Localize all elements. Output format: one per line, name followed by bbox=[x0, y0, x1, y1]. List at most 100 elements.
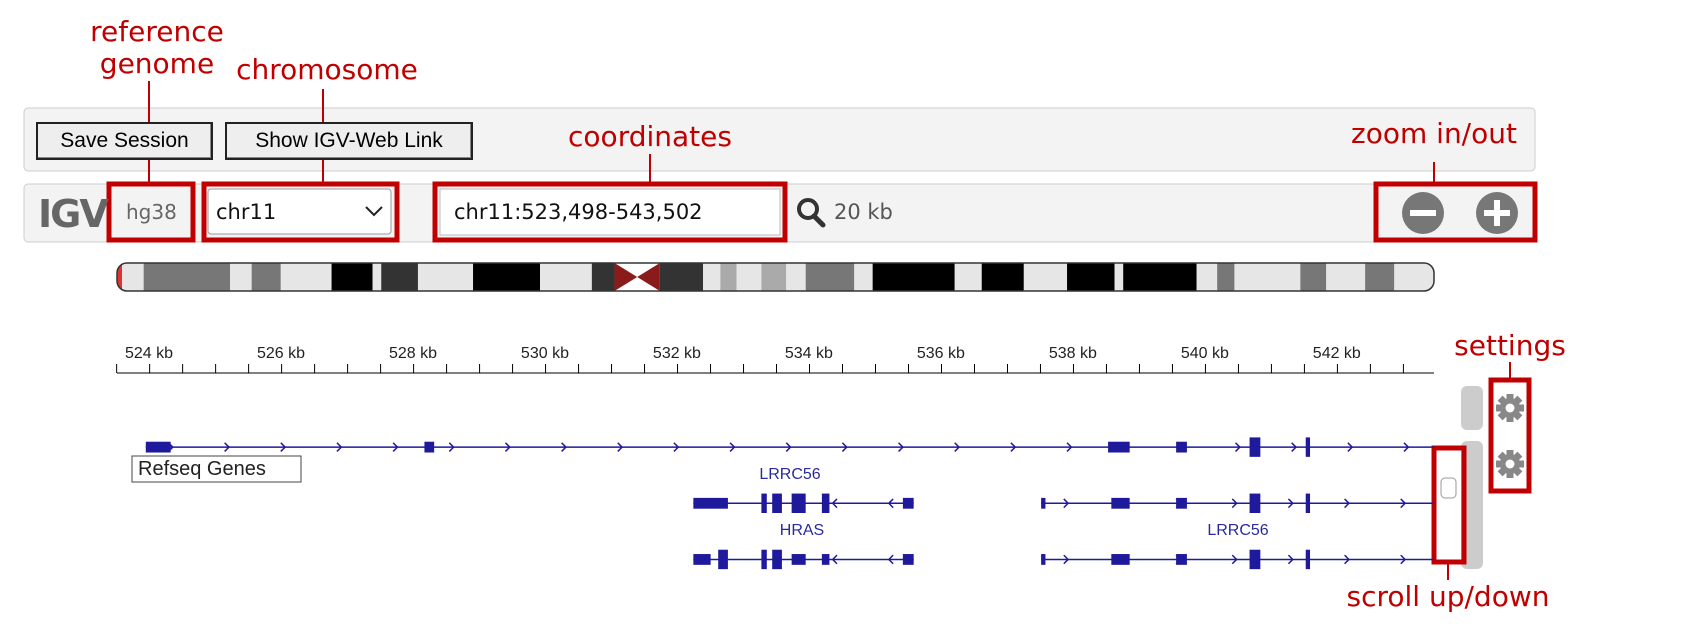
ruler-label: 542 kb bbox=[1312, 345, 1361, 362]
annotation: settings bbox=[1454, 329, 1566, 362]
gene-label: HRAS bbox=[779, 522, 825, 539]
exon bbox=[1249, 437, 1261, 457]
strand-arrow bbox=[1291, 442, 1298, 452]
band bbox=[659, 263, 704, 291]
exon bbox=[821, 554, 830, 565]
band bbox=[540, 263, 592, 291]
annotation: zoom in/out bbox=[1351, 117, 1517, 150]
search-icon[interactable] bbox=[797, 198, 819, 220]
band bbox=[954, 263, 982, 291]
ruler-label: 530 kb bbox=[520, 345, 569, 362]
strand-arrow bbox=[954, 442, 961, 452]
exon bbox=[902, 554, 914, 565]
strand-arrow bbox=[1403, 442, 1410, 452]
strand-arrow bbox=[224, 442, 231, 452]
annotation-boxes bbox=[106, 81, 1538, 580]
locus-input[interactable] bbox=[439, 188, 781, 236]
band bbox=[1217, 263, 1235, 291]
exon bbox=[1249, 549, 1261, 570]
strand-arrow bbox=[280, 442, 287, 452]
ruler-label: 540 kb bbox=[1180, 345, 1229, 362]
strand-arrow bbox=[1344, 554, 1350, 565]
annotation: reference genome bbox=[90, 15, 224, 80]
exon bbox=[693, 554, 711, 565]
button[interactable]: Show IGV-Web Link bbox=[225, 122, 473, 160]
strand-arrow bbox=[831, 498, 838, 509]
band bbox=[122, 263, 144, 291]
band bbox=[1123, 263, 1197, 291]
scroll-thumb[interactable] bbox=[1440, 477, 1457, 499]
exon bbox=[772, 493, 782, 513]
track-name-box bbox=[131, 455, 302, 483]
exon bbox=[821, 493, 830, 513]
band bbox=[981, 263, 1024, 291]
gear-hole bbox=[1505, 403, 1515, 413]
band bbox=[1326, 263, 1366, 291]
settings-gear[interactable] bbox=[1496, 450, 1524, 478]
exon bbox=[424, 441, 435, 453]
band bbox=[1114, 263, 1124, 291]
strand-arrow bbox=[504, 442, 511, 452]
centromere bbox=[614, 263, 638, 291]
band bbox=[1234, 263, 1301, 291]
zoom-out-glyph bbox=[1410, 210, 1436, 216]
band bbox=[331, 263, 373, 291]
settings-gear[interactable] bbox=[1496, 394, 1524, 422]
exon bbox=[1176, 554, 1187, 565]
strand-arrow bbox=[1066, 442, 1073, 452]
exon bbox=[772, 549, 782, 570]
band bbox=[591, 263, 615, 291]
strand-arrow bbox=[1347, 442, 1354, 452]
select-arrow bbox=[365, 206, 383, 217]
band bbox=[786, 263, 806, 291]
band bbox=[761, 263, 787, 291]
strand-arrow bbox=[1287, 498, 1294, 509]
strand-arrow bbox=[1234, 442, 1241, 452]
annotation: chromosome bbox=[236, 53, 418, 86]
centromere bbox=[637, 263, 660, 291]
strand-arrow bbox=[336, 442, 343, 452]
ideogram bbox=[117, 263, 1434, 291]
strand-arrow bbox=[1063, 498, 1070, 509]
band bbox=[1067, 263, 1115, 291]
chromosome[interactable]: chr11 bbox=[216, 200, 277, 224]
button[interactable]: Save Session bbox=[36, 122, 213, 160]
window-size: 20 kb bbox=[834, 200, 893, 224]
exon bbox=[791, 554, 806, 565]
ruler-label: 534 kb bbox=[784, 345, 833, 362]
strand-arrow bbox=[887, 498, 894, 509]
exon bbox=[1305, 549, 1311, 570]
annotation: coordinates bbox=[568, 120, 732, 153]
search-icon-handle bbox=[811, 213, 826, 228]
exon bbox=[1249, 493, 1261, 513]
band bbox=[251, 263, 281, 291]
exon bbox=[761, 549, 767, 570]
exon bbox=[1305, 437, 1311, 457]
band bbox=[280, 263, 332, 291]
band bbox=[230, 263, 252, 291]
strand-arrow bbox=[448, 442, 455, 452]
ruler-label: 526 kb bbox=[256, 345, 306, 362]
band bbox=[872, 263, 955, 291]
exon bbox=[1111, 497, 1130, 509]
locus[interactable]: chr11:523,498-543,502 bbox=[454, 200, 703, 224]
exon bbox=[1111, 554, 1130, 565]
exon bbox=[1108, 441, 1130, 453]
chromosome-select[interactable] bbox=[207, 188, 392, 235]
strand-arrow bbox=[392, 442, 399, 452]
track-name: Refseq Genes bbox=[138, 458, 266, 480]
strand-arrow bbox=[1231, 554, 1238, 565]
exon bbox=[718, 549, 728, 570]
strand-arrow bbox=[831, 554, 838, 565]
band bbox=[703, 263, 721, 291]
exon bbox=[1176, 497, 1187, 509]
band bbox=[1300, 263, 1327, 291]
exon bbox=[1305, 493, 1311, 513]
exon bbox=[761, 493, 767, 513]
genome[interactable]: hg38 bbox=[126, 200, 177, 224]
ruler-label: 532 kb bbox=[652, 345, 701, 362]
band bbox=[736, 263, 762, 291]
strand-arrow bbox=[1231, 498, 1238, 509]
strand-arrow bbox=[1400, 554, 1407, 565]
